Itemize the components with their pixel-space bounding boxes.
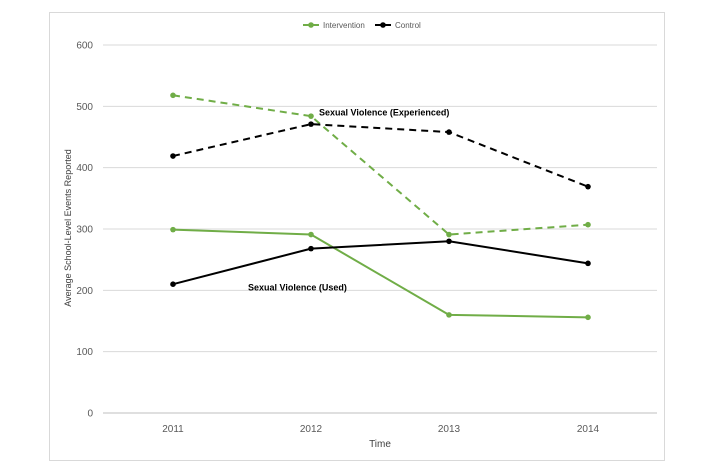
series-intervention-dashed	[170, 92, 591, 238]
x-tick-label: 2011	[162, 424, 184, 435]
x-tick-label: 2012	[300, 424, 323, 435]
y-tick-label: 600	[76, 41, 93, 52]
chart-frame	[49, 12, 665, 461]
x-tick-label: 2014	[577, 424, 600, 435]
data-point	[446, 231, 452, 238]
legend-label: Intervention	[323, 21, 365, 30]
legend-label: Control	[395, 21, 421, 30]
y-tick-label: 200	[76, 286, 93, 297]
data-point	[446, 238, 452, 245]
data-point	[170, 281, 176, 288]
data-point	[308, 231, 314, 238]
x-tick-labels: 2011 2012 2013 2014	[162, 424, 599, 435]
y-tick-labels: 0 100 200 300 400 500 600	[76, 41, 93, 420]
data-point	[585, 221, 591, 228]
data-point	[308, 113, 314, 119]
data-point	[585, 260, 591, 267]
data-point	[308, 245, 314, 252]
y-tick-label: 0	[87, 409, 93, 420]
legend: Intervention Control	[303, 21, 421, 30]
legend-item: Intervention	[303, 21, 365, 30]
legend-marker-icon	[308, 22, 314, 28]
legend-item: Control	[375, 21, 421, 30]
data-point	[585, 314, 591, 321]
y-tick-label: 400	[76, 163, 93, 174]
x-axis-title: Time	[369, 439, 391, 450]
series-line	[172, 240, 589, 286]
series-line	[172, 94, 589, 236]
y-axis-title: Average School-Level Events Reported	[63, 149, 73, 306]
series-control-solid	[170, 238, 591, 288]
series-line	[172, 228, 589, 319]
annotation-label: Sexual Violence (Used)	[248, 282, 347, 292]
data-point	[446, 129, 452, 135]
series-control-dashed	[170, 121, 591, 190]
data-point	[170, 226, 176, 233]
data-point	[308, 121, 314, 127]
x-tick-label: 2013	[438, 424, 461, 435]
annotation-label: Sexual Violence (Experienced)	[319, 107, 449, 117]
annotations: Sexual Violence (Experienced) Sexual Viol…	[248, 107, 449, 292]
series-lines	[170, 92, 591, 321]
gridlines	[103, 44, 657, 414]
data-point	[170, 92, 176, 99]
y-tick-label: 100	[76, 347, 93, 358]
data-point	[170, 153, 176, 159]
y-tick-label: 300	[76, 225, 93, 236]
series-intervention-solid	[170, 226, 591, 321]
data-point	[585, 183, 591, 190]
legend-marker-icon	[380, 22, 386, 28]
data-point	[446, 312, 452, 318]
series-line	[172, 123, 589, 188]
y-tick-label: 500	[76, 102, 93, 113]
